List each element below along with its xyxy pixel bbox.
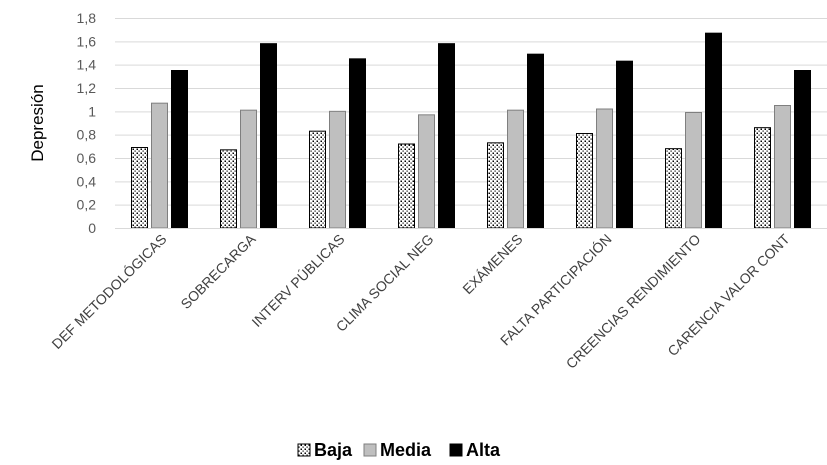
y-axis-ticks: 0 0,2 0,4 0,6 0,8 1 1,2 1,4 1,6 1,8 xyxy=(77,10,97,236)
bar-media xyxy=(774,105,791,229)
bar-baja xyxy=(665,148,682,229)
y-tick-label: 1,8 xyxy=(77,10,97,26)
category-label: DEF METODOLÓGICAS xyxy=(48,231,169,352)
bar-media xyxy=(329,110,346,229)
legend-swatch-media xyxy=(363,443,377,457)
bar-alta xyxy=(527,53,544,229)
y-tick-label: 0,6 xyxy=(77,150,97,166)
legend: Baja Media Alta xyxy=(297,440,501,460)
bar-alta xyxy=(438,43,455,229)
y-tick-label: 0,4 xyxy=(77,173,97,189)
bar-alta xyxy=(349,58,366,229)
bars xyxy=(131,32,811,229)
bar-baja xyxy=(576,133,593,229)
y-tick-label: 0,8 xyxy=(77,127,97,143)
bar-alta xyxy=(705,32,722,229)
bar-alta xyxy=(616,60,633,229)
y-tick-label: 1,2 xyxy=(77,80,97,96)
y-axis-label: Depresión xyxy=(28,84,47,162)
bar-media xyxy=(507,109,524,229)
y-tick-label: 0,2 xyxy=(77,197,97,213)
category-label: INTERV PÚBLICAS xyxy=(248,231,347,330)
category-label: EXÁMENES xyxy=(459,231,525,297)
y-tick-label: 1,4 xyxy=(77,57,97,73)
legend-label-baja: Baja xyxy=(314,440,353,460)
bar-media xyxy=(418,114,435,229)
bar-media xyxy=(685,112,702,229)
bar-alta xyxy=(171,70,188,229)
bar-media xyxy=(151,102,168,229)
bar-baja xyxy=(220,149,237,229)
legend-swatch-baja xyxy=(297,443,311,457)
bar-media xyxy=(596,108,613,229)
bar-alta xyxy=(260,43,277,229)
y-tick-label: 0 xyxy=(88,220,96,236)
bar-baja xyxy=(398,143,415,229)
bar-alta xyxy=(794,70,811,229)
legend-swatch-alta xyxy=(449,443,463,457)
bar-media xyxy=(240,109,257,229)
bar-baja xyxy=(309,130,326,229)
category-label: CLIMA SOCIAL NEG xyxy=(333,231,437,335)
bar-baja xyxy=(487,142,504,229)
bar-baja xyxy=(131,147,148,229)
legend-label-alta: Alta xyxy=(466,440,501,460)
bar-baja xyxy=(754,127,771,229)
legend-label-media: Media xyxy=(380,440,432,460)
y-tick-label: 1 xyxy=(88,103,96,119)
y-tick-label: 1,6 xyxy=(77,33,97,49)
category-label: SOBRECARGA xyxy=(177,230,259,312)
